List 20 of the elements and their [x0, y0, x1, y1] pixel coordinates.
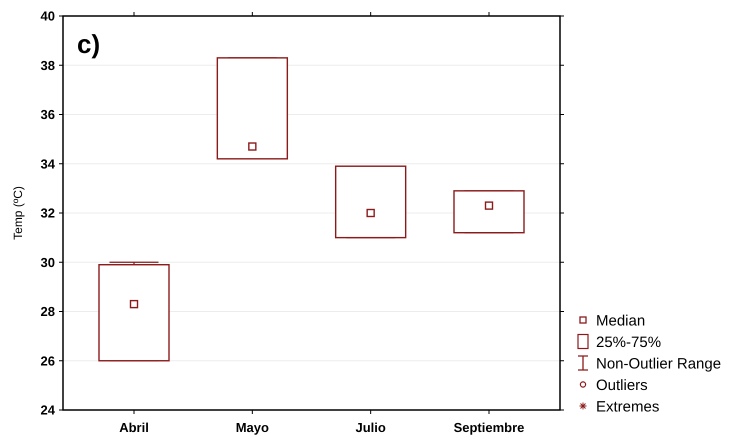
y-tick-label: 24: [40, 402, 56, 418]
text: Median: [596, 312, 646, 330]
y-tick-label: 30: [40, 254, 55, 270]
y-tick-label: 40: [40, 8, 55, 24]
text: Extremes: [596, 398, 660, 416]
text: c): [77, 29, 100, 59]
y-tick-label: 32: [40, 206, 55, 221]
y-tick-label: 26: [40, 353, 55, 368]
y-tick-label: 34: [40, 156, 56, 172]
text: Outliers: [596, 376, 648, 394]
x-tick-label: Abril: [119, 420, 149, 435]
y-tick-label: 28: [40, 304, 55, 320]
y-tick-label: 36: [40, 107, 55, 122]
x-tick-label: Mayo: [236, 420, 270, 435]
y-tick-label: 38: [40, 58, 55, 73]
x-tick-label: Septiembre: [454, 420, 524, 435]
x-tick-label: Julio: [355, 420, 386, 435]
text: 25%-75%: [596, 334, 662, 351]
text: Non-Outlier Range: [596, 355, 722, 372]
y-axis-title: Temp (ºC): [11, 186, 25, 240]
